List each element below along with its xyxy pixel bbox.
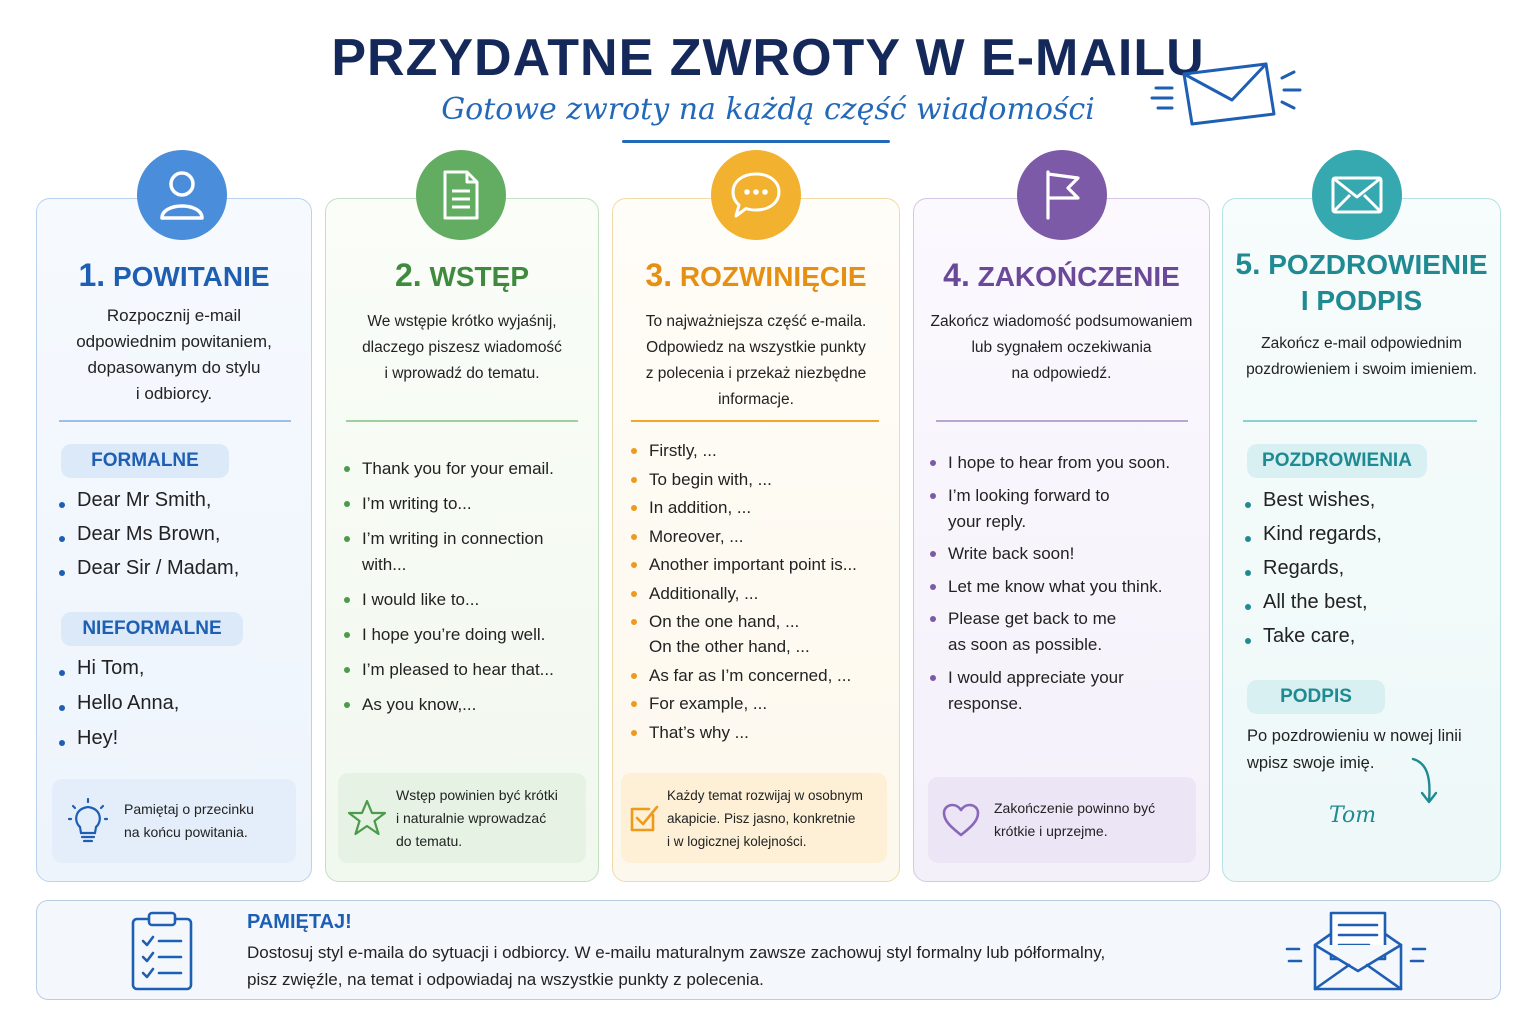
- formal-greetings-list: Dear Mr Smith, Dear Ms Brown, Dear Sir /…: [59, 489, 239, 591]
- document-icon: [416, 150, 506, 240]
- list-item: Dear Mr Smith,: [59, 489, 239, 523]
- envelope-icon: [1150, 62, 1302, 126]
- note-text: Dostosuj styl e-maila do sytuacji i odbi…: [247, 943, 1106, 989]
- envelope-icon: [1312, 150, 1402, 240]
- user-icon: [137, 150, 227, 240]
- list-item: Another important point is...: [631, 552, 857, 577]
- clipboard-checklist-icon: [131, 911, 193, 991]
- pill-informal: NIEFORMALNE: [61, 612, 243, 646]
- card-greeting: 1. POWITANIE Rozpocznij e-mail odpowiedn…: [36, 198, 312, 882]
- card-ending-title: 4. ZAKOŃCZENIE: [943, 257, 1180, 293]
- tip-box: Zakończenie powinno być krótkie i uprzej…: [928, 777, 1196, 863]
- list-item: I’m looking forward to your reply.: [930, 483, 1170, 535]
- informal-greetings-list: Hi Tom, Hello Anna, Hey!: [59, 657, 179, 762]
- list-item: That’s why ...: [631, 720, 857, 745]
- tip-box: Wstęp powinien być krótki i naturalnie w…: [338, 773, 586, 863]
- divider: [936, 420, 1188, 422]
- list-item: Dear Ms Brown,: [59, 523, 239, 557]
- list-item: In addition, ...: [631, 495, 857, 520]
- card-introduction-description: We wstępie krótko wyjaśnij, dlaczego pis…: [362, 313, 562, 382]
- card-main-body-title: 3. ROZWINIĘCIE: [645, 257, 867, 293]
- list-item: Please get back to me as soon as possible…: [930, 606, 1170, 658]
- card-introduction-title: 2. WSTĘP: [394, 257, 530, 293]
- star-icon: [338, 798, 396, 838]
- list-item: Moreover, ...: [631, 524, 857, 549]
- card-signoff-title: 5. POZDROWIENIE I PODPIS: [1235, 248, 1488, 316]
- list-item: On the one hand, ... On the other hand, .…: [631, 609, 857, 659]
- page-title: PRZYDATNE ZWROTY W E-MAILU: [331, 29, 1205, 87]
- list-item: I’m writing to...: [344, 491, 554, 517]
- pill-sign-offs: POZDROWIENIA: [1247, 444, 1427, 478]
- flag-icon: [1017, 150, 1107, 240]
- card-ending: 4. ZAKOŃCZENIE Zakończ wiadomość podsumo…: [913, 198, 1210, 882]
- lightbulb-icon: [52, 797, 124, 845]
- remember-note: PAMIĘTAJ! Dostosuj styl e-maila do sytua…: [36, 900, 1501, 1000]
- heart-icon: [928, 802, 994, 838]
- pill-formal: FORMALNE: [61, 444, 229, 478]
- arrow-down-icon: [1411, 757, 1438, 804]
- divider: [1243, 420, 1477, 422]
- card-greeting-title: 1. POWITANIE: [78, 257, 270, 293]
- card-ending-description: Zakończ wiadomość podsumowaniem lub sygn…: [930, 313, 1193, 382]
- list-item: Hi Tom,: [59, 657, 179, 692]
- list-item: Take care,: [1245, 625, 1382, 659]
- subtitle-underline: [622, 140, 890, 143]
- list-item: Thank you for your email.: [344, 456, 554, 482]
- tip-box: Pamiętaj o przecinku na końcu powitania.: [52, 779, 296, 863]
- list-item: Kind regards,: [1245, 523, 1382, 557]
- list-item: Regards,: [1245, 557, 1382, 591]
- signature-instruction: Po pozdrowieniu w nowej linii wpisz swoj…: [1247, 727, 1462, 772]
- list-item: I hope you’re doing well.: [344, 622, 554, 648]
- header: PRZYDATNE ZWROTY W E-MAILU Gotowe zwroty…: [0, 0, 1536, 160]
- pill-signature: PODPIS: [1247, 680, 1385, 714]
- list-item: Best wishes,: [1245, 489, 1382, 523]
- list-item: I would appreciate your response.: [930, 665, 1170, 717]
- divider: [631, 420, 879, 422]
- divider: [346, 420, 578, 422]
- main-body-phrases-list: Firstly, ... To begin with, ... In addit…: [631, 438, 857, 748]
- introduction-phrases-list: Thank you for your email. I’m writing to…: [344, 456, 554, 727]
- list-item: Write back soon!: [930, 541, 1170, 567]
- list-item: Firstly, ...: [631, 438, 857, 463]
- card-main-body: 3. ROZWINIĘCIE To najważniejsza część e-…: [612, 198, 900, 882]
- page-subtitle: Gotowe zwroty na każdą część wiadomości: [441, 92, 1095, 127]
- sign-offs-list: Best wishes, Kind regards, Regards, All …: [1245, 489, 1382, 659]
- list-item: For example, ...: [631, 691, 857, 716]
- list-item: As far as I’m concerned, ...: [631, 663, 857, 688]
- list-item: Hello Anna,: [59, 692, 179, 727]
- open-envelope-icon: [1285, 911, 1427, 991]
- note-title: PAMIĘTAJ!: [247, 911, 352, 933]
- checkbox-icon: [621, 801, 667, 835]
- list-item: To begin with, ...: [631, 467, 857, 492]
- list-item: I hope to hear from you soon.: [930, 450, 1170, 476]
- list-item: Let me know what you think.: [930, 574, 1170, 600]
- list-item: Hey!: [59, 727, 179, 762]
- divider: [59, 420, 291, 422]
- card-signoff: 5. POZDROWIENIE I PODPIS Zakończ e-mail …: [1222, 198, 1501, 882]
- list-item: Dear Sir / Madam,: [59, 557, 239, 591]
- list-item: I’m writing in connection with...: [344, 526, 554, 578]
- tip-box: Każdy temat rozwijaj w osobnym akapicie.…: [621, 773, 887, 863]
- list-item: As you know,...: [344, 692, 554, 718]
- chat-bubble-icon: [711, 150, 801, 240]
- card-introduction: 2. WSTĘP We wstępie krótko wyjaśnij, dla…: [325, 198, 599, 882]
- list-item: Additionally, ...: [631, 581, 857, 606]
- list-item: All the best,: [1245, 591, 1382, 625]
- list-item: I would like to...: [344, 587, 554, 613]
- signature-name: Tom: [1329, 803, 1377, 828]
- card-signoff-description: Zakończ e-mail odpowiednim pozdrowieniem…: [1246, 335, 1477, 378]
- card-main-body-description: To najważniejsza część e-maila. Odpowied…: [645, 313, 867, 408]
- card-greeting-description: Rozpocznij e-mail odpowiednim powitaniem…: [76, 306, 272, 403]
- list-item: I’m pleased to hear that...: [344, 657, 554, 683]
- ending-phrases-list: I hope to hear from you soon. I’m lookin…: [930, 450, 1170, 723]
